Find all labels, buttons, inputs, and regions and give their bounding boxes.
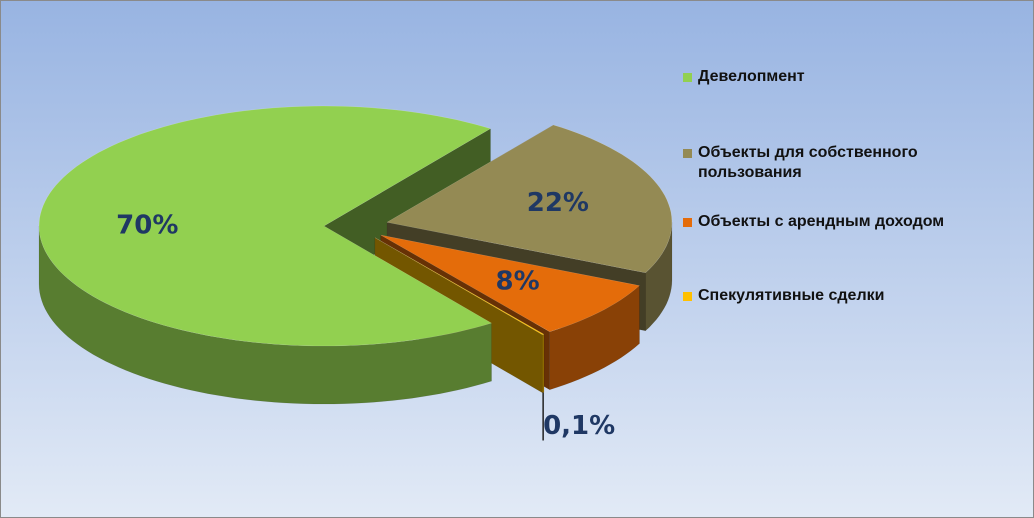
slice-side	[549, 285, 640, 391]
legend-item: Девелопмент	[683, 67, 988, 87]
legend-item: Объекты с арендным доходом	[683, 212, 988, 232]
slice	[374, 237, 545, 335]
slice	[386, 124, 673, 274]
legend-label: Объекты с арендным доходом	[698, 213, 945, 230]
legend-swatch	[683, 73, 692, 82]
data-label: 22%	[527, 188, 589, 218]
slice-side	[38, 225, 492, 405]
legend-label: Девелопмент	[698, 68, 805, 85]
data-label: 70%	[116, 211, 178, 241]
legend-swatch	[683, 218, 692, 227]
legend-swatch	[683, 292, 692, 301]
data-label: 8%	[496, 267, 540, 297]
slice	[38, 105, 493, 347]
legend-item: Спекулятивные сделки	[683, 286, 988, 306]
legend-label: Объекты для собственного пользования	[698, 144, 918, 181]
legend-item: Объекты для собственного пользования	[683, 143, 988, 183]
legend-swatch	[683, 149, 692, 158]
slice-side	[542, 333, 545, 394]
slice	[380, 234, 640, 332]
data-label: 0,1%	[543, 411, 615, 441]
legend-label: Спекулятивные сделки	[698, 287, 885, 304]
